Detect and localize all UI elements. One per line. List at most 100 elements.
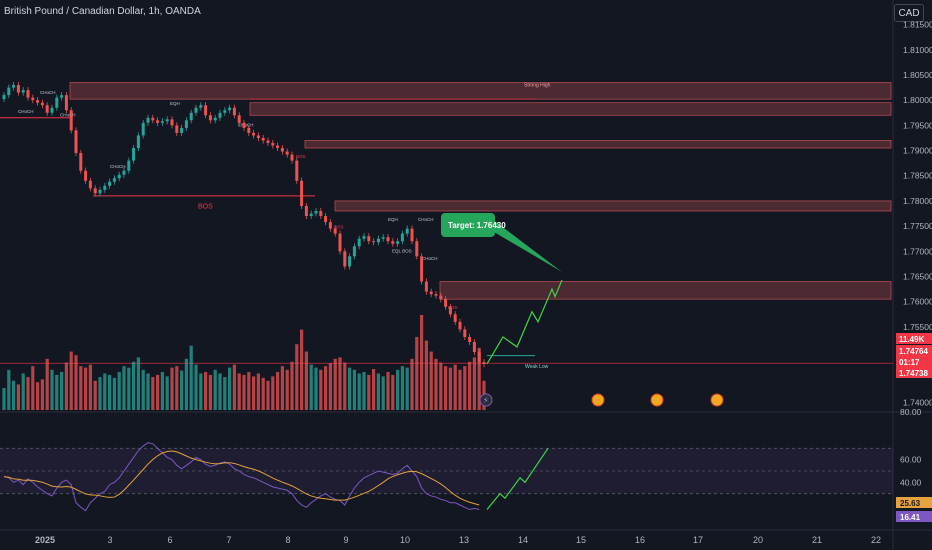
price-axis-label: 1.77000 xyxy=(903,246,932,256)
volume-bar xyxy=(391,374,395,410)
price-tag xyxy=(896,356,932,367)
volume-bar xyxy=(252,376,256,410)
volume-bar xyxy=(45,358,49,410)
volume-bar xyxy=(165,376,169,410)
volume-bar xyxy=(314,367,318,410)
candle xyxy=(7,87,11,96)
price-axis-label: 1.77500 xyxy=(903,221,932,231)
volume-bar xyxy=(237,373,241,410)
volume-bar xyxy=(300,329,304,410)
candle xyxy=(98,189,102,194)
candle xyxy=(372,241,376,243)
volume-bar xyxy=(280,366,284,410)
event-icon xyxy=(710,393,724,407)
candle xyxy=(439,295,443,300)
rsi-axis-label: 60.00 xyxy=(900,455,922,465)
volume-bar xyxy=(434,358,438,410)
price-axis-label: 1.78000 xyxy=(903,196,932,206)
volume-bar xyxy=(199,373,203,410)
price-axis-label: 1.78500 xyxy=(903,171,932,181)
candle xyxy=(276,145,280,149)
volume-bar xyxy=(400,366,404,410)
volume-bar xyxy=(127,367,131,410)
candle xyxy=(151,117,155,121)
candle xyxy=(434,294,438,296)
volume-bar xyxy=(242,374,246,410)
volume-bar xyxy=(108,374,112,410)
candle xyxy=(453,314,457,322)
time-axis-label: 6 xyxy=(167,535,172,545)
volume-bar xyxy=(170,367,174,410)
candle xyxy=(304,205,308,217)
time-axis-label: 3 xyxy=(107,535,112,545)
candle xyxy=(213,117,217,121)
volume-bar xyxy=(295,344,299,410)
candle xyxy=(26,90,30,98)
candle xyxy=(357,238,361,247)
candle xyxy=(261,137,265,141)
volume-bar xyxy=(453,364,457,410)
price-tag-label: 1.74764 xyxy=(899,347,928,356)
volume-bar xyxy=(410,358,414,410)
volume-bar xyxy=(69,351,73,410)
price-axis-label: 1.79000 xyxy=(903,146,932,156)
candle xyxy=(218,112,222,118)
time-axis-label: 20 xyxy=(753,535,763,545)
candle xyxy=(328,222,332,229)
volume-bar xyxy=(122,366,126,410)
chart-title: British Pound / Canadian Dollar, 1h, OAN… xyxy=(4,6,201,17)
candle xyxy=(36,100,40,103)
candle xyxy=(69,110,73,131)
volume-bar xyxy=(84,367,88,410)
volume-bar xyxy=(463,366,467,410)
volume-bar xyxy=(228,367,232,410)
volume-bar xyxy=(213,369,217,410)
candle xyxy=(208,115,212,121)
candle xyxy=(367,236,371,242)
price-tag-label: 1.74738 xyxy=(899,369,928,378)
bos-label: BOS xyxy=(198,203,213,210)
volume-bar xyxy=(256,373,260,410)
projection-path xyxy=(486,279,563,365)
supply-zone xyxy=(304,140,892,149)
volume-bar xyxy=(458,369,462,410)
time-axis-label: 10 xyxy=(400,535,410,545)
candle xyxy=(295,160,299,181)
volume-bar xyxy=(285,369,289,410)
price-tag xyxy=(896,345,932,356)
currency-button[interactable]: CAD xyxy=(894,4,924,22)
candle xyxy=(458,321,462,330)
candle xyxy=(352,246,356,257)
candle xyxy=(391,241,395,244)
candle xyxy=(477,352,481,363)
candle xyxy=(228,107,232,111)
candle xyxy=(420,256,424,282)
volume-bar xyxy=(328,363,332,410)
volume-bar xyxy=(64,362,68,410)
price-axis-label: 1.76500 xyxy=(903,271,932,281)
candle xyxy=(381,237,385,239)
candle xyxy=(415,241,419,257)
candle xyxy=(146,117,150,123)
candle xyxy=(132,148,136,161)
volume-bar xyxy=(74,355,78,410)
time-axis-label: 14 xyxy=(518,535,528,545)
candle xyxy=(300,180,304,206)
candle xyxy=(103,185,107,190)
price-axis-label: 1.75500 xyxy=(903,322,932,332)
candle xyxy=(117,174,121,179)
time-axis-label: 13 xyxy=(459,535,469,545)
target-arrow xyxy=(488,216,562,272)
candle xyxy=(482,362,486,365)
volume-bar xyxy=(223,377,227,410)
structure-label: CHoCH xyxy=(418,217,434,222)
candle xyxy=(472,341,476,353)
candle xyxy=(64,95,68,111)
volume-bar xyxy=(333,358,337,410)
rsi-ma-value: 25.63 xyxy=(900,499,921,508)
volume-bar xyxy=(180,370,184,410)
candle xyxy=(84,170,88,181)
candle xyxy=(127,160,131,171)
candle xyxy=(45,105,49,113)
